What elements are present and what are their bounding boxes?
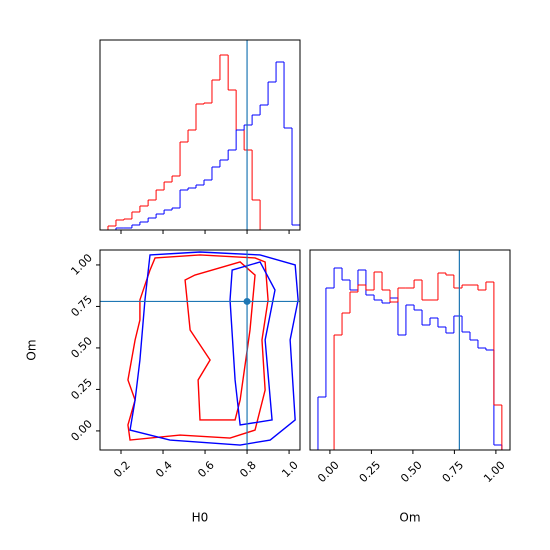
x-axis-label: H0 [192, 511, 209, 525]
x-tick-label: 0.8 [237, 459, 259, 481]
contour [229, 261, 276, 426]
contour [127, 254, 269, 441]
x-tick-label: 1.00 [481, 459, 508, 486]
y-tick-label: 0.50 [68, 334, 95, 361]
contour [184, 261, 256, 421]
contour [129, 251, 299, 446]
y-axis-label: Om [25, 339, 39, 360]
truth-point [243, 297, 251, 305]
y-tick-label: 0.00 [68, 417, 95, 444]
y-tick-label: 1.00 [68, 251, 95, 278]
y-tick-label: 0.75 [68, 293, 95, 320]
x-tick-label: 1.0 [279, 459, 301, 481]
axes-frame [99, 39, 301, 231]
x-tick-label: 0.50 [398, 459, 425, 486]
x-tick-label: 0.25 [357, 459, 384, 486]
x-tick-label: 0.6 [195, 459, 217, 481]
x-tick-label: 0.00 [315, 459, 342, 486]
x-tick-label: 0.4 [153, 459, 175, 481]
y-tick-label: 0.25 [68, 376, 95, 403]
axes-frame [99, 249, 301, 451]
axes-frame [309, 249, 511, 451]
x-tick-label: 0.75 [440, 459, 467, 486]
x-axis-label: Om [399, 511, 420, 525]
x-tick-label: 0.2 [111, 459, 133, 481]
